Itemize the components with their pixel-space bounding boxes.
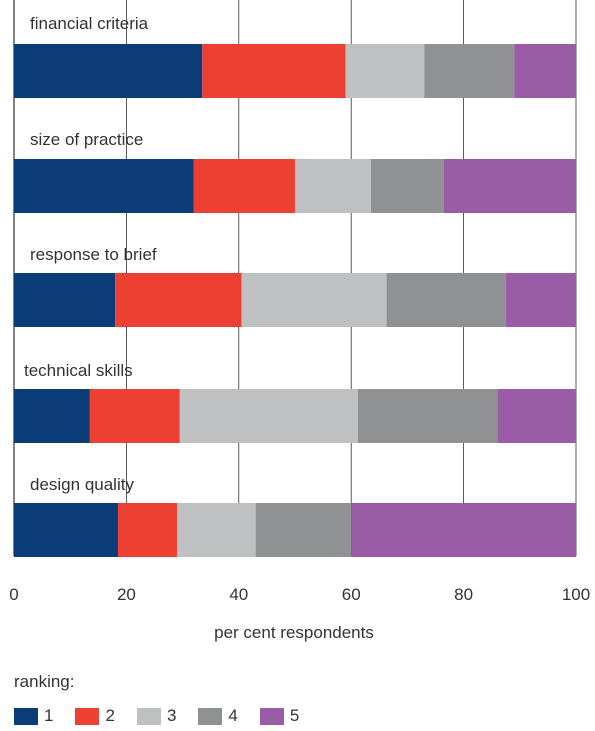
category-label: technical skills — [24, 361, 133, 380]
x-axis-label: per cent respondents — [214, 623, 374, 642]
category-label: size of practice — [30, 130, 143, 149]
bar-segment — [14, 503, 118, 557]
legend-swatch — [259, 707, 284, 725]
x-tick-label: 20 — [117, 585, 136, 604]
bar-segment — [351, 503, 576, 557]
legend-swatch — [14, 707, 38, 725]
bar-segment — [14, 273, 116, 327]
legend-item: 3 — [136, 706, 177, 726]
bar-segment — [193, 159, 295, 213]
bar-segment — [345, 44, 425, 98]
bar-segment — [115, 273, 242, 327]
bar-segment — [443, 159, 576, 213]
legend-label: 2 — [105, 706, 115, 725]
bar-segment — [179, 389, 358, 443]
legend-swatch — [198, 707, 223, 725]
legend: 1 2 3 4 5 — [14, 706, 321, 726]
legend-item: 5 — [259, 706, 300, 726]
bar-segment — [386, 273, 506, 327]
x-tick-label: 100 — [562, 585, 590, 604]
bars — [14, 44, 576, 557]
legend-item: 4 — [198, 706, 238, 726]
legend-label: 1 — [44, 706, 54, 725]
x-tick-label: 60 — [342, 585, 361, 604]
bar-segment — [14, 159, 194, 213]
x-axis: 0 20 40 60 80 100 — [9, 585, 590, 604]
legend-swatch — [136, 707, 161, 725]
bar-segment — [202, 44, 346, 98]
bar-segment — [370, 159, 444, 213]
bar-segment — [514, 44, 576, 98]
bar-segment — [176, 503, 256, 557]
bar-segment — [357, 389, 498, 443]
x-tick-label: 40 — [229, 585, 248, 604]
legend-item: 2 — [75, 706, 115, 726]
legend-title: ranking: — [14, 672, 75, 691]
bar-segment — [241, 273, 387, 327]
category-label: financial criteria — [30, 14, 149, 33]
category-labels: financial criteria size of practice respon… — [24, 14, 157, 494]
x-tick-label: 80 — [454, 585, 473, 604]
bar-segment — [295, 159, 371, 213]
stacked-bar-chart: financial criteria size of practice respon… — [9, 0, 590, 642]
legend-label: 3 — [166, 706, 177, 725]
bar-segment — [505, 273, 576, 327]
legend-item: 1 — [14, 706, 53, 726]
legend-label: 5 — [289, 706, 300, 725]
bar-segment — [255, 503, 352, 557]
category-label: design quality — [30, 475, 134, 494]
legend-label: 4 — [228, 706, 238, 725]
category-label: response to brief — [30, 245, 157, 264]
bar-segment — [14, 389, 90, 443]
bar-segment — [497, 389, 576, 443]
bar-segment — [117, 503, 177, 557]
x-tick-label: 0 — [9, 585, 18, 604]
bar-segment — [89, 389, 180, 443]
bar-segment — [14, 44, 203, 98]
legend-swatch — [75, 707, 100, 725]
bar-segment — [424, 44, 515, 98]
